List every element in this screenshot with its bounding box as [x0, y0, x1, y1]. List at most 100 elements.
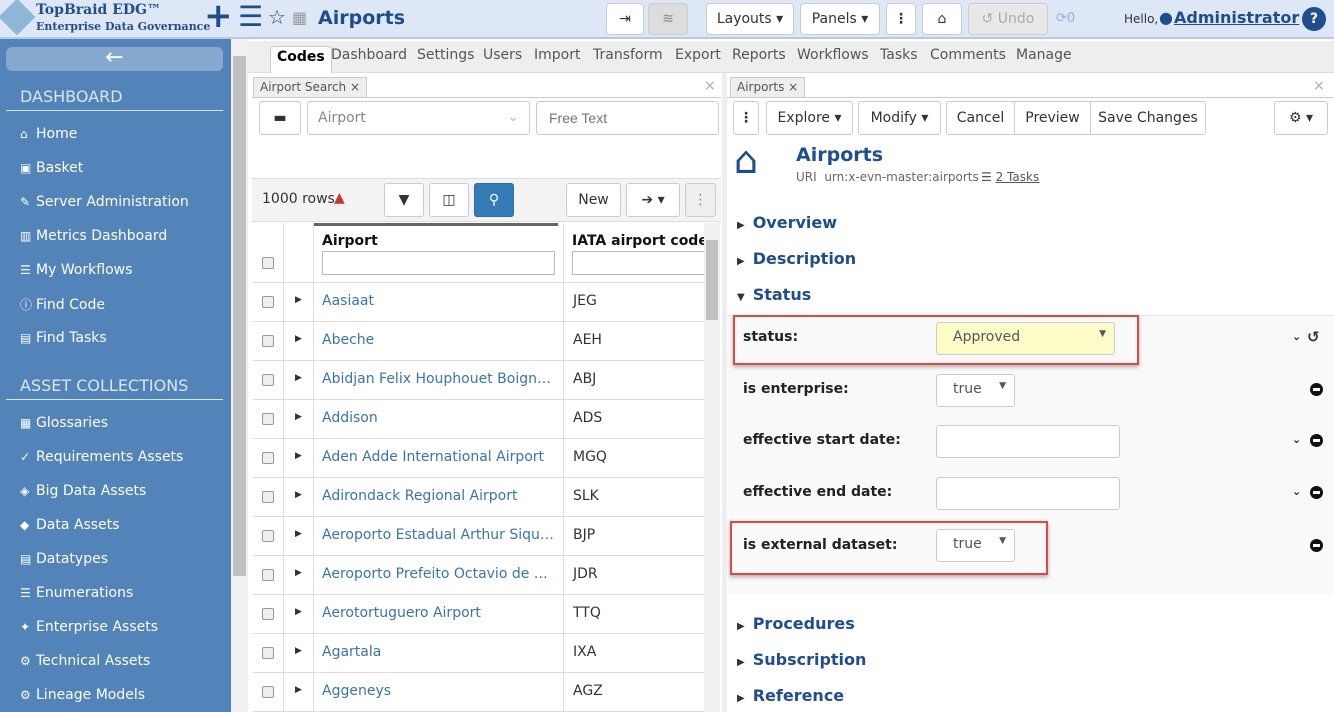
tab-manage[interactable]: Manage — [1016, 47, 1072, 63]
expand-icon[interactable]: ▶ — [295, 529, 302, 539]
airport-filter-input[interactable] — [322, 251, 555, 275]
export-icon[interactable]: ➔ ▾ — [626, 183, 680, 217]
expand-icon[interactable]: ▶ — [295, 334, 302, 344]
folder-icon[interactable]: ▬ — [259, 101, 301, 135]
tab-tasks[interactable]: Tasks — [880, 47, 918, 63]
airport-name-link[interactable]: Aden Adde International Airport — [322, 449, 545, 465]
airport-name-link[interactable]: Aasiaat — [322, 293, 374, 309]
section-procedures[interactable]: ▶ Procedures — [737, 614, 855, 633]
gear-icon[interactable]: ⚙ ▾ — [1274, 101, 1328, 135]
row-checkbox[interactable] — [262, 374, 274, 386]
close-panel-icon[interactable]: × — [704, 78, 716, 94]
airport-name-link[interactable]: Abeche — [322, 332, 375, 348]
free-text-input[interactable] — [536, 101, 719, 135]
more-icon[interactable]: ⋮ — [886, 3, 916, 35]
modify-button[interactable]: Modify ▾ — [858, 101, 941, 135]
user-link[interactable]: Administrator — [1174, 8, 1300, 27]
sidebar-item-my-workflows[interactable]: ☰ My Workflows — [20, 262, 132, 278]
iata-filter-input[interactable] — [572, 251, 704, 275]
sidebar-item-big-data-assets[interactable]: ◈ Big Data Assets — [20, 483, 146, 499]
tab-settings[interactable]: Settings — [417, 47, 475, 63]
close-icon[interactable]: × — [788, 80, 799, 94]
section-description[interactable]: ▶ Description — [737, 249, 856, 268]
chevron-down-icon[interactable]: ⌄ — [1292, 485, 1302, 498]
table-row[interactable]: ▶ Aden Adde International Airport MGQ — [253, 439, 704, 478]
tab-workflows[interactable]: Workflows — [797, 47, 869, 63]
status-select[interactable]: Approved ▼ — [936, 322, 1115, 355]
row-checkbox[interactable] — [262, 530, 274, 542]
scrollbar-thumb[interactable] — [233, 56, 246, 576]
expand-icon[interactable]: ▶ — [295, 412, 302, 422]
table-row[interactable]: ▶ Abidjan Felix Houphouet Boigny Internat… — [253, 361, 704, 400]
panel-tab-airports[interactable]: Airports × — [730, 77, 806, 98]
chevron-down-icon[interactable]: ⌄ — [1292, 433, 1302, 446]
airport-name-link[interactable]: Aeroporto Estadual Arthur Siqueira — [322, 527, 554, 543]
row-checkbox[interactable] — [262, 608, 274, 620]
sidebar-item-enterprise-assets[interactable]: ✦ Enterprise Assets — [20, 619, 158, 635]
row-checkbox[interactable] — [262, 569, 274, 581]
tab-reports[interactable]: Reports — [732, 47, 786, 63]
columns-icon[interactable]: ◫ — [429, 183, 469, 217]
tab-users[interactable]: Users — [483, 47, 523, 63]
panels-button[interactable]: Panels ▾ — [800, 3, 880, 35]
sidebar-item-requirements-assets[interactable]: ✓ Requirements Assets — [20, 449, 183, 465]
is-external-dataset-select[interactable]: true ▼ — [936, 529, 1015, 562]
expand-icon[interactable]: ▶ — [295, 607, 302, 617]
scrollbar-thumb[interactable] — [706, 240, 718, 320]
star-icon[interactable]: ☆ — [268, 5, 286, 29]
table-row[interactable]: ▶ Agartala IXA — [253, 634, 704, 673]
expand-icon[interactable]: ▶ — [295, 568, 302, 578]
preview-button[interactable]: Preview — [1014, 101, 1091, 135]
row-checkbox[interactable] — [262, 413, 274, 425]
sidebar-item-find-tasks[interactable]: ▤ Find Tasks — [20, 330, 107, 346]
section-reference[interactable]: ▶ Reference — [737, 686, 844, 705]
sidebar-item-glossaries[interactable]: ▦ Glossaries — [20, 415, 108, 431]
airport-name-link[interactable]: Aerotortuguero Airport — [322, 605, 481, 621]
chevron-down-icon[interactable]: ⌄ — [1292, 330, 1302, 343]
new-button[interactable]: New — [566, 183, 621, 217]
sidebar-item-metrics-dashboard[interactable]: ▥ Metrics Dashboard — [20, 228, 167, 244]
table-row[interactable]: ▶ Aggeneys AGZ — [253, 673, 704, 712]
search-icon[interactable]: ⚲ — [474, 183, 514, 217]
menu-icon[interactable]: ☰ — [238, 0, 264, 33]
row-checkbox[interactable] — [262, 335, 274, 347]
airport-name-link[interactable]: Adirondack Regional Airport — [322, 488, 518, 504]
column-header-airport[interactable]: Airport — [322, 233, 378, 249]
home-icon[interactable]: ⌂ — [922, 3, 962, 35]
layouts-button[interactable]: Layouts ▾ — [706, 3, 794, 35]
column-header-iata[interactable]: IATA airport code — [572, 233, 708, 249]
save-changes-button[interactable]: Save Changes — [1090, 101, 1206, 135]
indent-icon[interactable]: ⇥ — [606, 3, 644, 35]
tasks-link[interactable]: ☰ 2 Tasks — [981, 170, 1039, 184]
section-overview[interactable]: ▶ Overview — [737, 213, 837, 232]
tab-transform[interactable]: Transform — [593, 47, 663, 63]
section-status[interactable]: ▼ Status — [737, 285, 811, 304]
undo-button[interactable]: ↺ Undo — [968, 3, 1048, 35]
expand-icon[interactable]: ▶ — [295, 646, 302, 656]
collapse-sidebar-button[interactable]: ← — [6, 47, 223, 71]
airport-name-link[interactable]: Agartala — [322, 644, 382, 660]
effective-end-date-input[interactable] — [936, 477, 1120, 510]
remove-icon[interactable] — [1310, 434, 1323, 447]
sidebar-item-server-administration[interactable]: ✎ Server Administration — [20, 194, 189, 210]
select-all-checkbox[interactable] — [262, 257, 274, 269]
table-row[interactable]: ▶ Abeche AEH — [253, 322, 704, 361]
table-row[interactable]: ▶ Adirondack Regional Airport SLK — [253, 478, 704, 517]
more-icon[interactable]: ⋮ — [733, 101, 759, 135]
panel-tab-airport-search[interactable]: Airport Search × — [253, 77, 368, 98]
panel-splitter[interactable] — [722, 73, 727, 712]
tab-import[interactable]: Import — [534, 47, 581, 63]
tab-comments[interactable]: Comments — [930, 47, 1006, 63]
reset-icon[interactable]: ↺ — [1307, 328, 1320, 346]
tab-export[interactable]: Export — [675, 47, 721, 63]
remove-icon[interactable] — [1310, 486, 1323, 499]
sync-indicator[interactable]: ⟳0 — [1056, 11, 1075, 26]
type-select[interactable]: Airport ⌄ — [307, 101, 530, 135]
sidebar-item-datatypes[interactable]: ▤ Datatypes — [20, 551, 108, 567]
close-icon[interactable]: × — [349, 80, 361, 94]
row-checkbox[interactable] — [262, 452, 274, 464]
close-panel-icon[interactable]: × — [1313, 78, 1325, 94]
sidebar-item-lineage-models[interactable]: ⚙ Lineage Models — [20, 687, 145, 703]
table-row[interactable]: ▶ Aeroporto Prefeito Octavio de Almeida N… — [253, 556, 704, 595]
expand-icon[interactable]: ▶ — [295, 373, 302, 383]
